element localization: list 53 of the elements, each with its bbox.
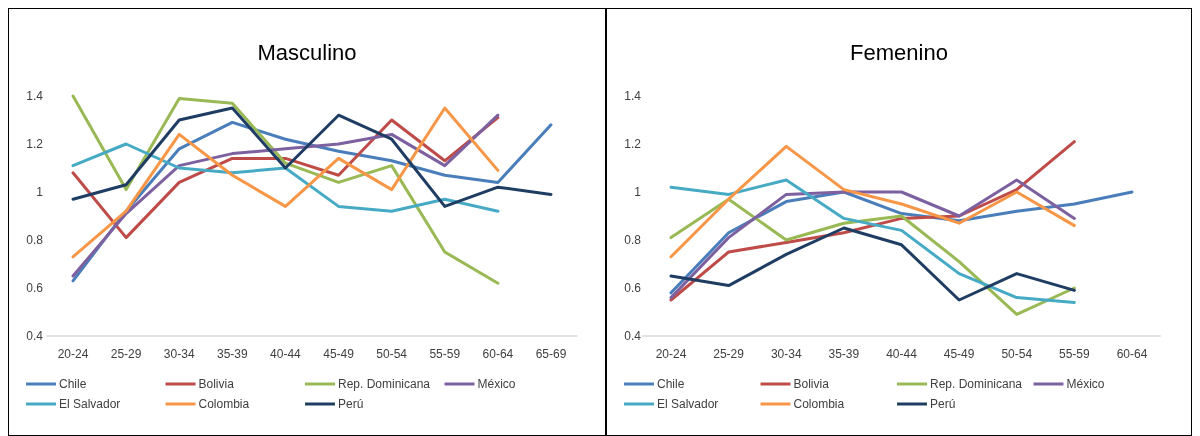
legend-label: Colombia xyxy=(793,397,845,412)
x-tick-label: 50-54 xyxy=(1001,347,1033,361)
y-tick-label: 1.4 xyxy=(26,89,44,104)
x-tick-label: 20-24 xyxy=(57,347,89,361)
legend-label: Bolivia xyxy=(198,377,235,392)
chart-title: Femenino xyxy=(850,40,948,65)
line-series xyxy=(71,106,500,259)
x-tick-label: 40-44 xyxy=(270,347,302,361)
legend-label: El Salvador xyxy=(657,397,719,412)
x-tick-label: 30-34 xyxy=(163,347,195,361)
legend-label: Perú xyxy=(930,397,956,412)
legend-label: Rep. Dominicana xyxy=(930,377,1023,392)
y-tick-label: 1 xyxy=(36,185,44,200)
y-tick-label: 0.4 xyxy=(26,329,44,344)
y-tick-label: 1.2 xyxy=(26,137,44,152)
x-tick-label: 25-29 xyxy=(110,347,142,361)
legend-label: Bolivia xyxy=(793,377,830,392)
legend-label: Chile xyxy=(59,377,87,392)
line-series xyxy=(71,142,500,213)
y-tick-label: 0.4 xyxy=(624,329,642,344)
y-tick-label: 1 xyxy=(634,185,642,200)
line-series xyxy=(669,144,1076,259)
y-tick-label: 0.8 xyxy=(26,233,44,248)
y-tick-label: 1.2 xyxy=(624,137,642,152)
x-tick-label: 35-39 xyxy=(216,347,248,361)
legend-label: Rep. Dominicana xyxy=(338,377,431,392)
y-tick-label: 0.6 xyxy=(26,281,44,296)
chart-title: Masculino xyxy=(257,40,357,65)
x-tick-label: 20-24 xyxy=(655,347,687,361)
y-tick-label: 0.6 xyxy=(624,281,642,296)
x-tick-label: 60-64 xyxy=(482,347,514,361)
x-tick-label: 55-59 xyxy=(1059,347,1091,361)
x-tick-label: 35-39 xyxy=(828,347,860,361)
line-series xyxy=(669,226,1076,302)
x-tick-label: 45-49 xyxy=(323,347,355,361)
x-tick-label: 55-59 xyxy=(429,347,461,361)
legend-label: México xyxy=(477,377,516,392)
x-tick-label: 65-69 xyxy=(535,347,567,361)
y-tick-label: 1.4 xyxy=(624,89,642,104)
line-series xyxy=(669,197,1076,316)
x-tick-label: 25-29 xyxy=(713,347,745,361)
legend-label: Colombia xyxy=(198,397,250,412)
line-series xyxy=(71,106,553,208)
x-tick-label: 50-54 xyxy=(376,347,408,361)
x-tick-label: 45-49 xyxy=(943,347,975,361)
x-tick-label: 40-44 xyxy=(886,347,918,361)
y-tick-label: 0.8 xyxy=(624,233,642,248)
legend-label: Perú xyxy=(338,397,364,412)
legend-label: Chile xyxy=(657,377,685,392)
legend-label: México xyxy=(1066,377,1105,392)
legend-label: El Salvador xyxy=(59,397,121,412)
x-tick-label: 30-34 xyxy=(770,347,802,361)
x-tick-label: 60-64 xyxy=(1116,347,1148,361)
